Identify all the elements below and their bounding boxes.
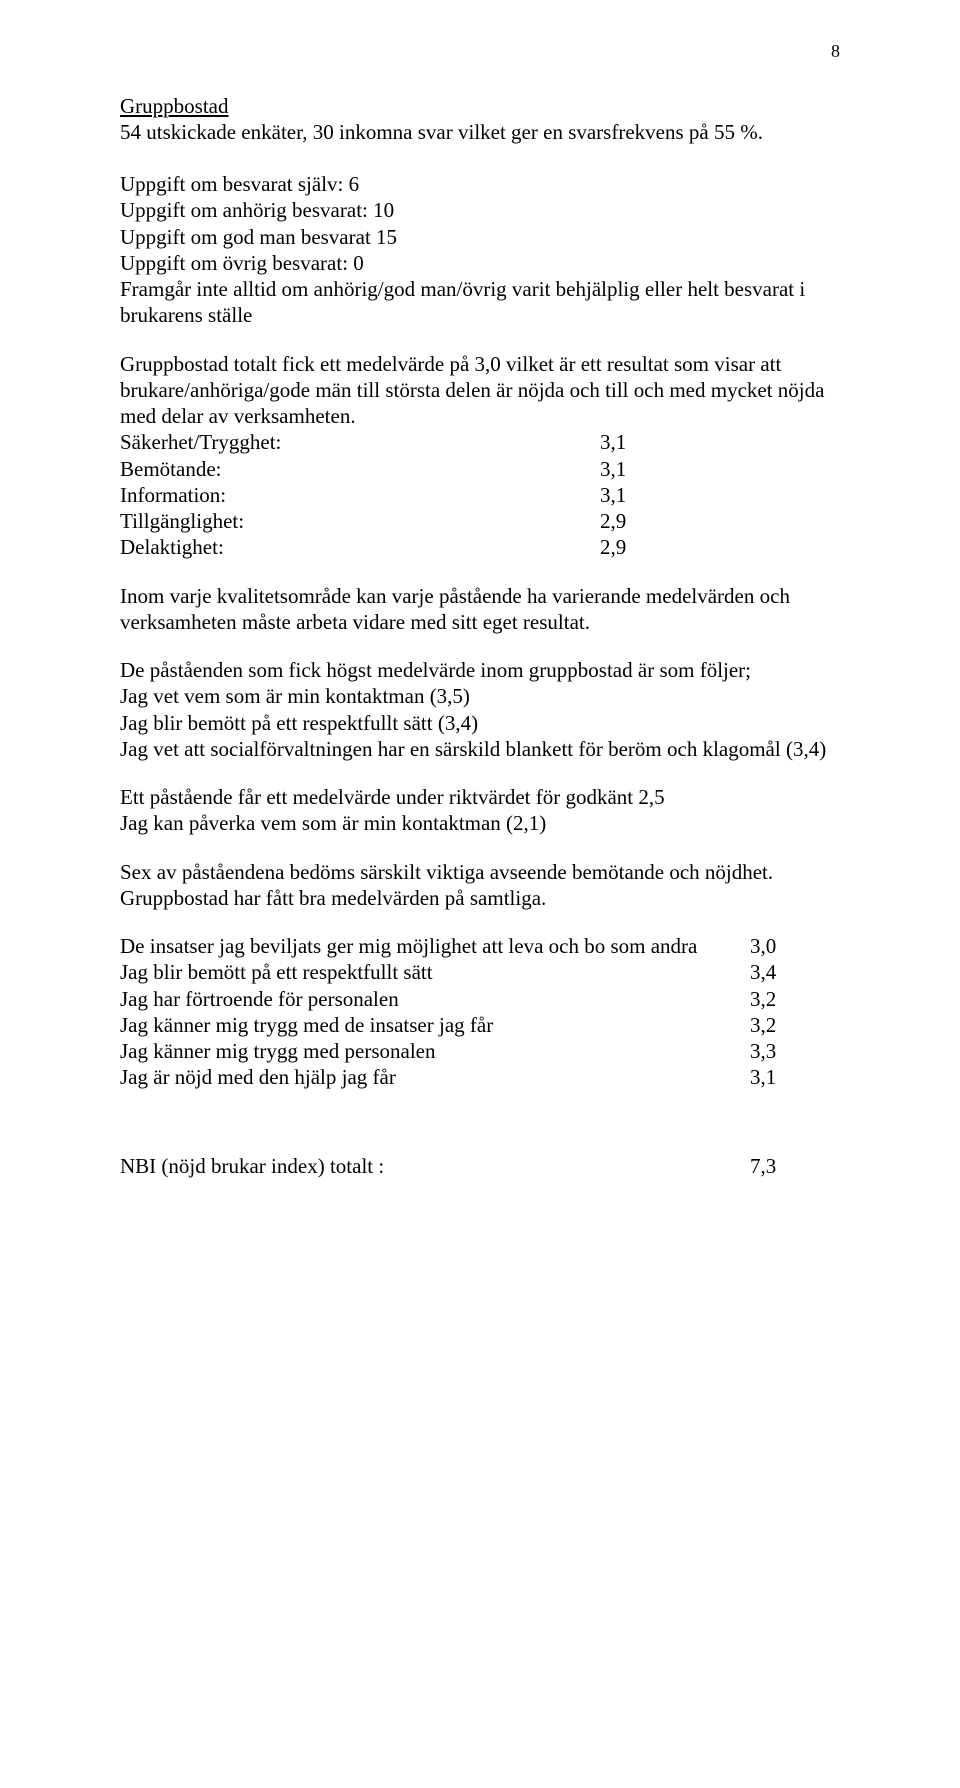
resp-line: Uppgift om övrig besvarat: 0 [120,251,364,275]
table-row: Jag är nöjd med den hjälp jag får 3,1 [120,1064,800,1090]
six-label: Jag blir bemött på ett respektfullt sätt [120,959,750,985]
six-value: 3,3 [750,1038,800,1064]
six-value: 3,1 [750,1064,800,1090]
resp-line: Uppgift om god man besvarat 15 [120,225,397,249]
below-block: Ett påstående får ett medelvärde under r… [120,784,840,837]
qa-value: 3,1 [600,429,660,455]
table-row: Bemötande: 3,1 [120,456,660,482]
resp-line: Framgår inte alltid om anhörig/god man/ö… [120,277,805,327]
intro-text: 54 utskickade enkäter, 30 inkomna svar v… [120,120,763,144]
nbi-table: NBI (nöjd brukar index) totalt : 7,3 [120,1153,800,1179]
table-row: De insatser jag beviljats ger mig möjlig… [120,933,800,959]
variance-note: Inom varje kvalitetsområde kan varje pås… [120,583,840,636]
six-value: 3,4 [750,959,800,985]
highest-block: De påståenden som fick högst medelvärde … [120,657,840,762]
table-row: Jag har förtroende för personalen 3,2 [120,986,800,1012]
highest-intro: De påståenden som fick högst medelvärde … [120,658,751,682]
highest-item: Jag vet vem som är min kontaktman (3,5) [120,684,470,708]
nbi-value: 7,3 [750,1153,800,1179]
table-row: Säkerhet/Trygghet: 3,1 [120,429,660,455]
six-note: Sex av påståendena bedöms särskilt vikti… [120,859,840,912]
table-row: Delaktighet: 2,9 [120,534,660,560]
table-row: Tillgänglighet: 2,9 [120,508,660,534]
table-row: Jag blir bemött på ett respektfullt sätt… [120,959,800,985]
highest-item: Jag vet att socialförvaltningen har en s… [120,737,826,761]
qa-label: Delaktighet: [120,534,600,560]
six-label: Jag har förtroende för personalen [120,986,750,1012]
quality-areas-table: Säkerhet/Trygghet: 3,1 Bemötande: 3,1 In… [120,429,660,560]
qa-value: 2,9 [600,534,660,560]
nbi-label: NBI (nöjd brukar index) totalt : [120,1153,750,1179]
six-label: De insatser jag beviljats ger mig möjlig… [120,933,750,959]
six-value: 3,2 [750,1012,800,1038]
resp-line: Uppgift om anhörig besvarat: 10 [120,198,394,222]
result-intro: Gruppbostad totalt fick ett medelvärde p… [120,351,840,430]
qa-label: Bemötande: [120,456,600,482]
qa-value: 3,1 [600,456,660,482]
qa-label: Säkerhet/Trygghet: [120,429,600,455]
section-heading: Gruppbostad [120,94,229,118]
six-value: 3,2 [750,986,800,1012]
six-label: Jag känner mig trygg med de insatser jag… [120,1012,750,1038]
below-note: Ett påstående får ett medelvärde under r… [120,785,665,809]
highest-item: Jag blir bemött på ett respektfullt sätt… [120,711,478,735]
qa-label: Tillgänglighet: [120,508,600,534]
page-number: 8 [120,40,840,63]
result-block: Gruppbostad totalt fick ett medelvärde p… [120,351,840,561]
qa-value: 3,1 [600,482,660,508]
qa-label: Information: [120,482,600,508]
resp-line: Uppgift om besvarat själv: 6 [120,172,359,196]
table-row: Information: 3,1 [120,482,660,508]
below-item: Jag kan påverka vem som är min kontaktma… [120,811,546,835]
table-row: NBI (nöjd brukar index) totalt : 7,3 [120,1153,800,1179]
six-label: Jag är nöjd med den hjälp jag får [120,1064,750,1090]
six-label: Jag känner mig trygg med personalen [120,1038,750,1064]
table-row: Jag känner mig trygg med personalen 3,3 [120,1038,800,1064]
respondents-block: Uppgift om besvarat själv: 6 Uppgift om … [120,171,840,329]
table-row: Jag känner mig trygg med de insatser jag… [120,1012,800,1038]
six-items-table: De insatser jag beviljats ger mig möjlig… [120,933,800,1091]
qa-value: 2,9 [600,508,660,534]
six-value: 3,0 [750,933,800,959]
